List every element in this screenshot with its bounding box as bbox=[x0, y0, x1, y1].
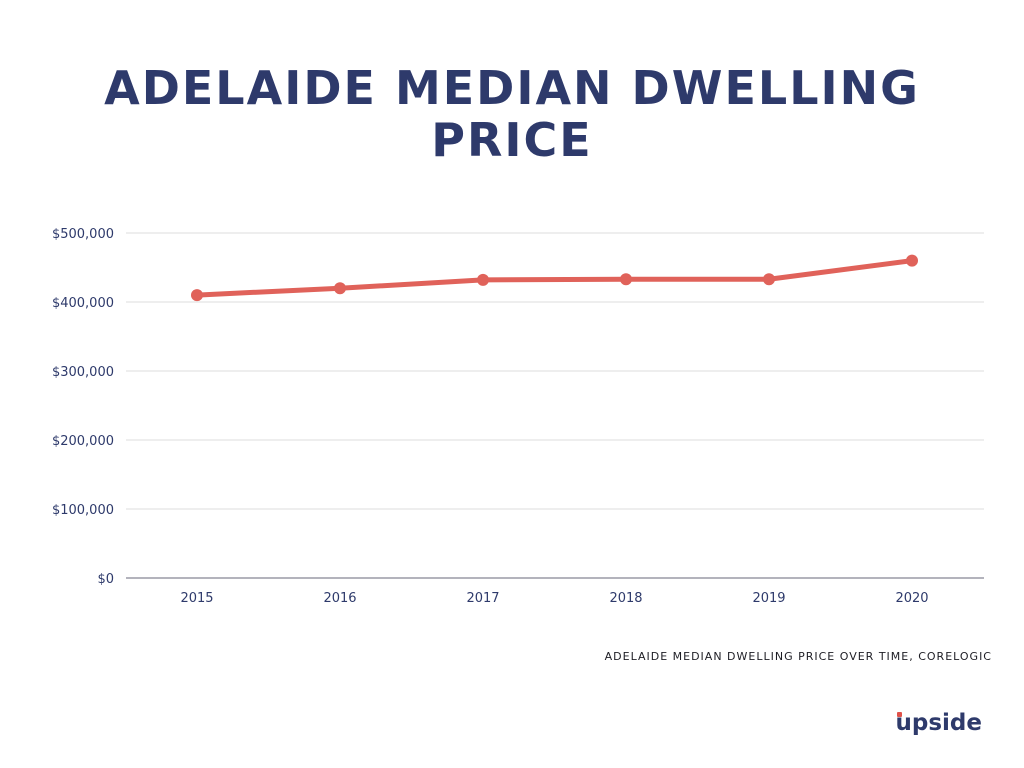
x-tick-label: 2017 bbox=[466, 591, 499, 606]
chart-title-line: PRICE bbox=[431, 113, 593, 167]
data-point bbox=[191, 289, 203, 302]
y-tick-label: $100,000 bbox=[52, 503, 114, 518]
y-tick-label: $300,000 bbox=[52, 365, 114, 380]
data-point bbox=[763, 273, 775, 286]
data-point bbox=[334, 282, 346, 295]
chart-title: ADELAIDE MEDIAN DWELLING PRICE bbox=[0, 62, 1024, 166]
x-tick-label: 2018 bbox=[609, 591, 642, 606]
y-axis-tick-labels: $0 $100,000 $200,000 $300,000 $400,000 $500,0… bbox=[52, 227, 114, 587]
y-tick-label: $200,000 bbox=[52, 434, 114, 449]
upside-logo: upside bbox=[896, 710, 982, 736]
source-caption: ADELAIDE MEDIAN DWELLING PRICE OVER TIME… bbox=[604, 650, 992, 663]
data-point bbox=[477, 273, 489, 286]
x-tick-label: 2019 bbox=[752, 591, 785, 606]
gridlines bbox=[126, 232, 984, 579]
x-tick-label: 2016 bbox=[323, 591, 356, 606]
y-tick-label: $0 bbox=[97, 572, 114, 587]
logo-accent-mark bbox=[896, 712, 902, 717]
x-tick-label: 2020 bbox=[895, 591, 928, 606]
x-axis-tick-labels: 2015 2016 2017 2018 2019 2020 bbox=[180, 591, 928, 606]
x-tick-label: 2015 bbox=[180, 591, 213, 606]
y-tick-label: $500,000 bbox=[52, 227, 114, 242]
data-point bbox=[620, 273, 632, 286]
y-tick-label: $400,000 bbox=[52, 296, 114, 311]
data-point bbox=[906, 254, 918, 267]
logo-text: upside bbox=[895, 710, 982, 736]
series-line bbox=[194, 258, 915, 298]
chart-title-line: ADELAIDE MEDIAN DWELLING bbox=[104, 61, 920, 115]
series-layer bbox=[191, 254, 918, 302]
